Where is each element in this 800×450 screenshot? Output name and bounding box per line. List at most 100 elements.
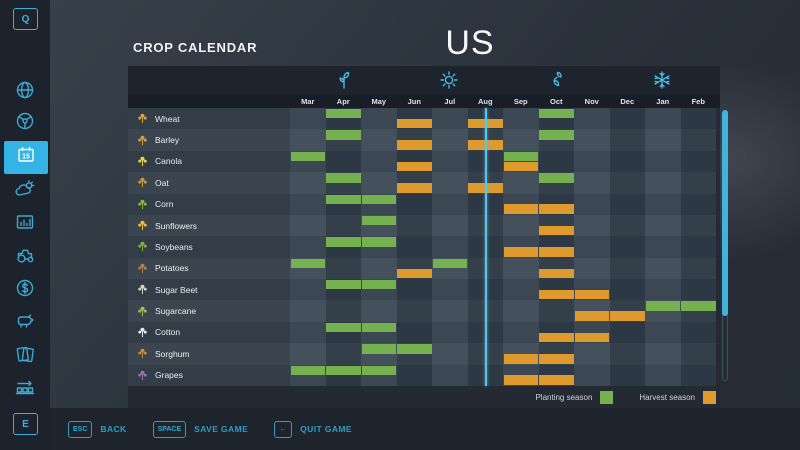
legend-planting-label: Planting season (535, 392, 593, 402)
crop-name-cell: Canola (128, 150, 290, 173)
planting-bar (326, 130, 361, 140)
sidebar-item-calendar[interactable]: 15 (4, 141, 48, 174)
month-label: Dec (620, 97, 635, 106)
calendar-cell (645, 214, 681, 237)
calendar-cell (325, 108, 361, 130)
calendar-cell (503, 108, 539, 130)
harvest-bar (539, 247, 574, 257)
calendar-cell (432, 108, 468, 130)
season-header-band (128, 66, 720, 95)
crop-row: Soybeans (128, 236, 720, 258)
finances-dollar-icon (14, 277, 36, 304)
quit-game-button[interactable]: ← QUIT GAME (274, 420, 352, 438)
harvest-bar (574, 311, 609, 321)
planting-bar (326, 322, 361, 333)
calendar-cell (680, 172, 716, 194)
crop-name: Cotton (155, 327, 181, 338)
crop-row: Sunflowers (128, 214, 720, 237)
calendar-cell (680, 193, 716, 215)
crop-name: Potatoes (155, 263, 189, 274)
sidebar-item-finances[interactable] (0, 275, 50, 305)
scrollbar-thumb[interactable] (722, 110, 728, 316)
harvest-bar (503, 375, 538, 385)
harvest-bar (503, 354, 538, 364)
sidebar-item-weather[interactable] (0, 176, 50, 206)
sun-icon (438, 69, 460, 91)
calendar-cell (680, 214, 716, 237)
calendar-cell (609, 321, 645, 344)
calendar-cell (432, 172, 468, 194)
planting-bar (326, 237, 361, 247)
harvest-bar (539, 268, 574, 278)
calendar-cell (538, 257, 574, 279)
crop-name: Oat (155, 177, 169, 188)
sidebar-item-garage-tractor[interactable] (0, 242, 50, 272)
sidebar-item-statistics[interactable] (0, 209, 50, 239)
calendar-cell (290, 193, 326, 215)
harvest-bar (574, 332, 609, 343)
calendar-cell (680, 129, 716, 151)
crop-icon (138, 306, 147, 316)
footer-bar: ESC BACK SPACE SAVE GAME ← QUIT GAME (50, 408, 800, 450)
crop-icon (138, 178, 147, 188)
sidebar-item-production-chains[interactable] (0, 374, 50, 404)
key-hint-e: E (13, 413, 38, 435)
calendar-cell (361, 108, 397, 130)
harvest-bar (539, 354, 574, 364)
back-button[interactable]: ESC BACK (68, 420, 127, 438)
calendar-cell (361, 150, 397, 173)
calendar-cell (290, 236, 326, 258)
animals-cow-icon (14, 310, 36, 337)
calendar-cell (503, 343, 539, 365)
calendar-cell (361, 257, 397, 279)
calendar-cell (361, 343, 397, 365)
calendar-cell (574, 214, 610, 237)
calendar-cell (396, 150, 432, 173)
calendar-cell (432, 343, 468, 365)
crop-name: Sugarcane (155, 306, 197, 317)
calendar-cell (574, 236, 610, 258)
crop-name-cell: Barley (128, 129, 290, 151)
crop-name: Sunflowers (155, 220, 198, 231)
month-label: Mar (301, 97, 315, 106)
calendar-cell (645, 193, 681, 215)
calendar-cell (503, 150, 539, 173)
sidebar-item-map[interactable] (0, 77, 50, 107)
calendar-cell (538, 214, 574, 237)
planting-bar (326, 280, 361, 290)
crop-row: Oat (128, 172, 720, 194)
crop-name-cell: Wheat (128, 108, 290, 130)
crop-name-cell: Cotton (128, 321, 290, 344)
calendar-cell (538, 172, 574, 194)
crop-name: Soybeans (155, 241, 193, 252)
calendar-cell (432, 257, 468, 279)
calendar-cell (609, 236, 645, 258)
month-label: May (371, 97, 387, 106)
sidebar-item-vehicles-wheel[interactable] (0, 108, 50, 138)
sidebar-item-contracts[interactable] (0, 341, 50, 371)
calendar-cell (396, 129, 432, 151)
month-label: Aug (477, 97, 493, 106)
current-date-line (485, 108, 487, 386)
month-label: Jul (444, 97, 456, 106)
crop-name-cell: Corn (128, 193, 290, 215)
planting-bar (361, 365, 396, 375)
calendar-cell (645, 321, 681, 344)
planting-bar (361, 280, 396, 290)
planting-bar (361, 194, 396, 204)
save-game-button[interactable]: SPACE SAVE GAME (152, 420, 249, 438)
scrollbar-track[interactable] (722, 110, 728, 381)
calendar-cell (645, 172, 681, 194)
calendar-cell (538, 321, 574, 344)
calendar-icon: 15 (15, 144, 37, 171)
page-title: CROP CALENDAR (133, 40, 258, 55)
calendar-cell (680, 321, 716, 344)
calendar-cell (645, 150, 681, 173)
back-button-label: BACK (100, 424, 127, 434)
calendar-cell (432, 150, 468, 173)
calendar-cell (361, 214, 397, 237)
calendar-cell (538, 300, 574, 322)
crop-icon (138, 199, 147, 209)
sidebar-item-animals[interactable] (0, 308, 50, 338)
calendar-cell (361, 172, 397, 194)
